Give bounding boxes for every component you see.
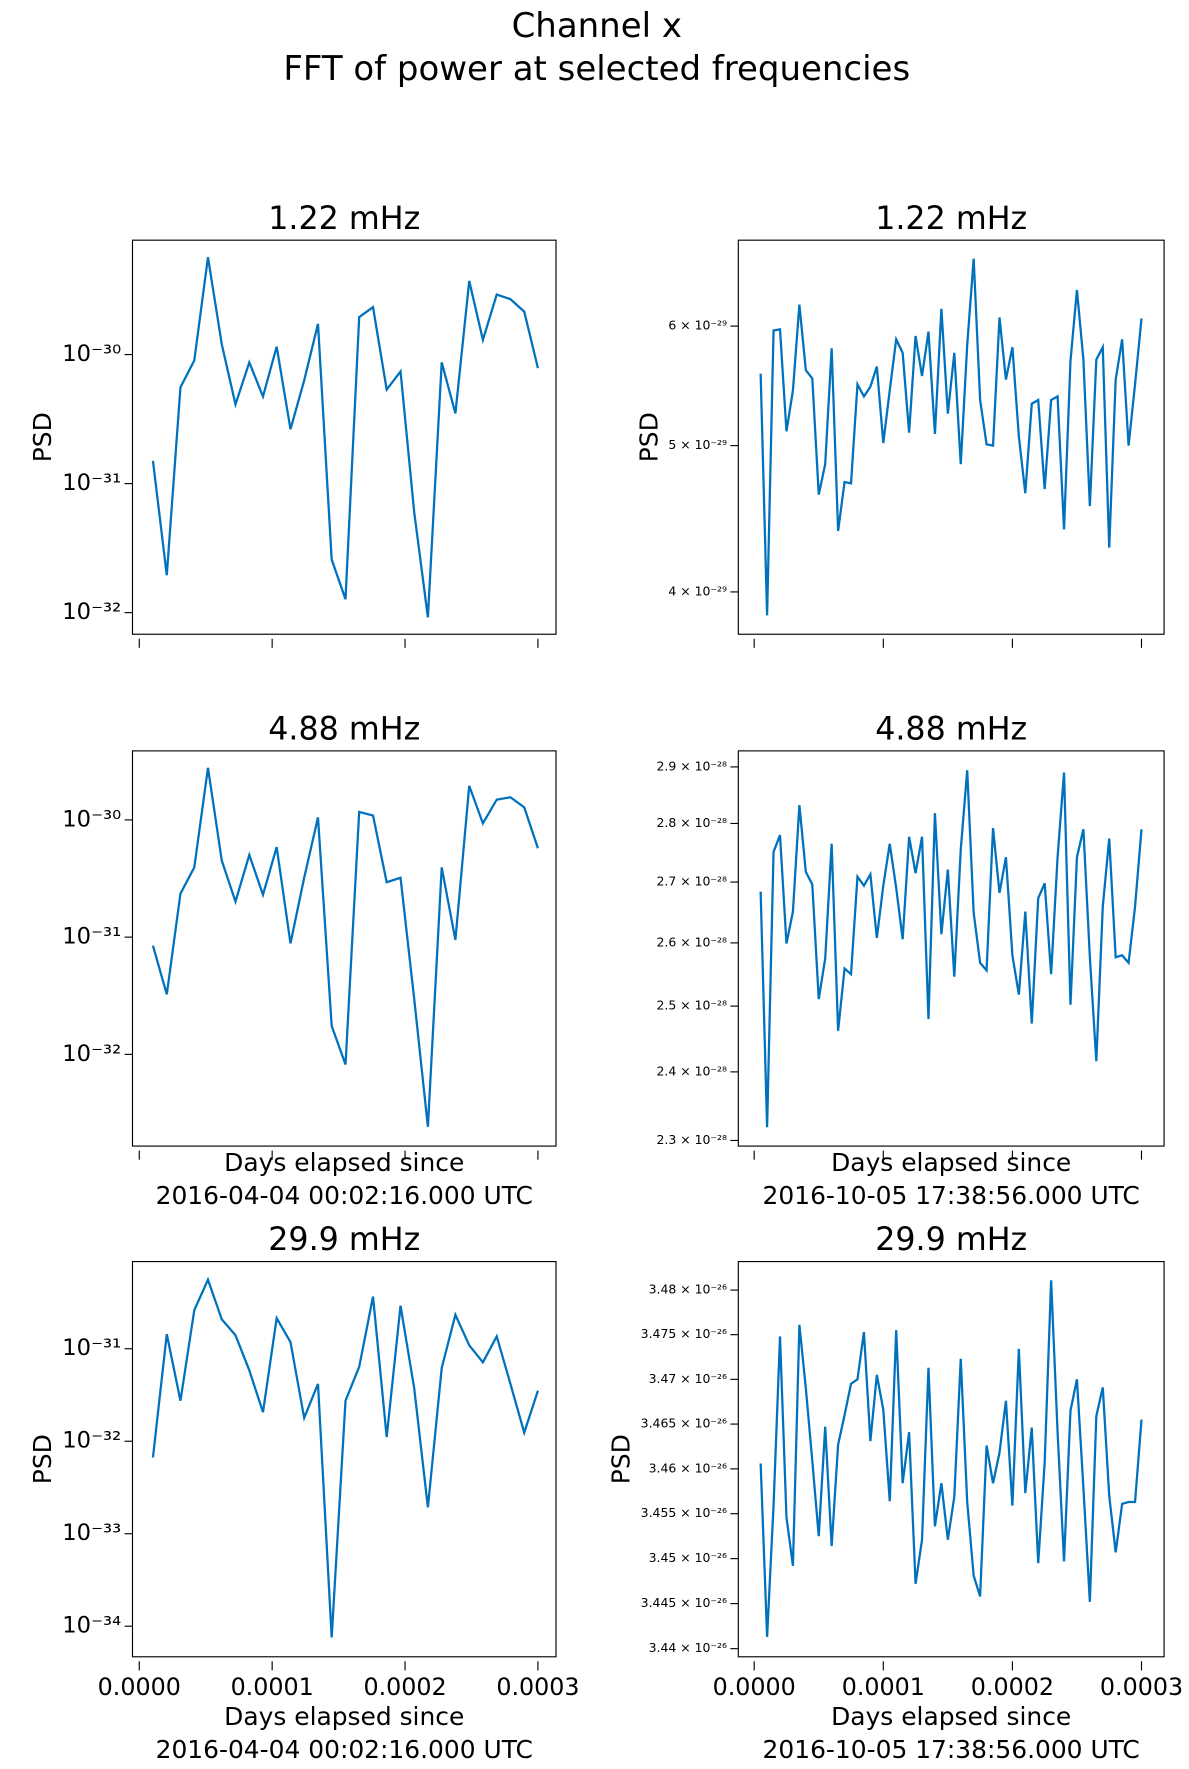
y-tick-label: 3.465 × 10⁻²⁶	[641, 1416, 727, 1431]
subplot-title: 1.22 mHz	[268, 201, 420, 237]
y-tick-label: 3.44 × 10⁻²⁶	[649, 1640, 727, 1655]
y-tick-label: 3.47 × 10⁻²⁶	[649, 1371, 727, 1386]
y-tick-label: 10⁻³⁰	[62, 341, 121, 367]
x-axis-label: 2016-10-05 17:38:56.000 UTC	[763, 1735, 1140, 1764]
x-tick-label: 0.0002	[971, 1673, 1054, 1701]
x-axis-label: 2016-04-04 00:02:16.000 UTC	[156, 1181, 533, 1210]
y-tick-label: 3.46 × 10⁻²⁶	[649, 1460, 727, 1475]
suptitle: Channel x	[512, 6, 682, 46]
y-tick-label: 4 × 10⁻²⁹	[668, 583, 727, 598]
subplot-title: 29.9 mHz	[268, 1222, 420, 1258]
axes-frame	[737, 750, 1165, 1147]
y-tick-label: 6 × 10⁻²⁹	[668, 318, 727, 333]
axes-frame	[131, 1261, 557, 1658]
data-line	[151, 767, 540, 1127]
axes-frame	[737, 1261, 1165, 1658]
x-axis-label: Days elapsed since	[831, 1702, 1071, 1731]
y-tick-label: 2.3 × 10⁻²⁸	[657, 1132, 727, 1147]
data-line	[759, 1280, 1143, 1638]
data-line	[151, 1276, 540, 1638]
y-tick-label: 2.4 × 10⁻²⁸	[657, 1063, 727, 1078]
y-tick-label: 10⁻³²	[62, 1041, 121, 1067]
x-tick-label: 0.0001	[231, 1673, 314, 1701]
x-axis-label: Days elapsed since	[831, 1148, 1071, 1177]
y-tick-label: 2.9 × 10⁻²⁸	[657, 758, 727, 773]
subplot-title: 4.88 mHz	[268, 711, 420, 747]
x-axis-label: 2016-10-05 17:38:56.000 UTC	[763, 1181, 1140, 1210]
data-line	[759, 258, 1143, 616]
subplot-title: 29.9 mHz	[875, 1222, 1027, 1258]
y-tick-label: 10⁻³²	[62, 599, 121, 625]
x-tick-label: 0.0000	[98, 1673, 181, 1701]
y-tick-label: 2.6 × 10⁻²⁸	[657, 934, 727, 949]
y-tick-label: 10⁻³⁰	[62, 806, 121, 832]
y-tick-label: 3.48 × 10⁻²⁶	[649, 1282, 727, 1297]
subplot-title: 4.88 mHz	[875, 711, 1027, 747]
y-axis-label: PSD	[28, 1434, 57, 1484]
axes-frame	[131, 750, 557, 1147]
y-tick-label: 3.455 × 10⁻²⁶	[641, 1505, 727, 1520]
x-tick-label: 0.0000	[713, 1673, 796, 1701]
x-tick-label: 0.0003	[1100, 1673, 1183, 1701]
x-tick-label: 0.0003	[496, 1673, 579, 1701]
y-tick-label: 3.445 × 10⁻²⁶	[641, 1595, 727, 1610]
y-tick-label: 2.5 × 10⁻²⁸	[657, 998, 727, 1013]
suptitle: FFT of power at selected frequencies	[283, 49, 910, 89]
y-tick-label: 10⁻³³	[62, 1520, 121, 1546]
y-axis-label: PSD	[607, 1434, 636, 1484]
y-tick-label: 5 × 10⁻²⁹	[668, 437, 727, 452]
x-tick-label: 0.0001	[842, 1673, 925, 1701]
x-axis-label: Days elapsed since	[224, 1148, 464, 1177]
y-tick-label: 3.45 × 10⁻²⁶	[649, 1550, 727, 1565]
y-tick-label: 3.475 × 10⁻²⁶	[641, 1326, 727, 1341]
y-tick-label: 10⁻³¹	[62, 924, 121, 950]
y-tick-label: 2.7 × 10⁻²⁸	[657, 874, 727, 889]
axes-frame	[737, 239, 1165, 635]
y-tick-label: 10⁻³¹	[62, 1335, 121, 1361]
y-axis-label: PSD	[28, 412, 57, 462]
data-line	[759, 770, 1143, 1128]
x-axis-label: 2016-04-04 00:02:16.000 UTC	[156, 1735, 533, 1764]
y-tick-label: 10⁻³¹	[62, 470, 121, 496]
axes-frame	[131, 239, 557, 635]
y-tick-label: 10⁻³⁴	[62, 1613, 121, 1639]
x-axis-label: Days elapsed since	[224, 1702, 464, 1731]
data-line	[151, 257, 540, 618]
y-axis-label: PSD	[634, 412, 663, 462]
y-tick-label: 10⁻³²	[62, 1428, 121, 1454]
y-tick-label: 2.8 × 10⁻²⁸	[657, 815, 727, 830]
x-tick-label: 0.0002	[363, 1673, 446, 1701]
subplot-title: 1.22 mHz	[875, 201, 1027, 237]
